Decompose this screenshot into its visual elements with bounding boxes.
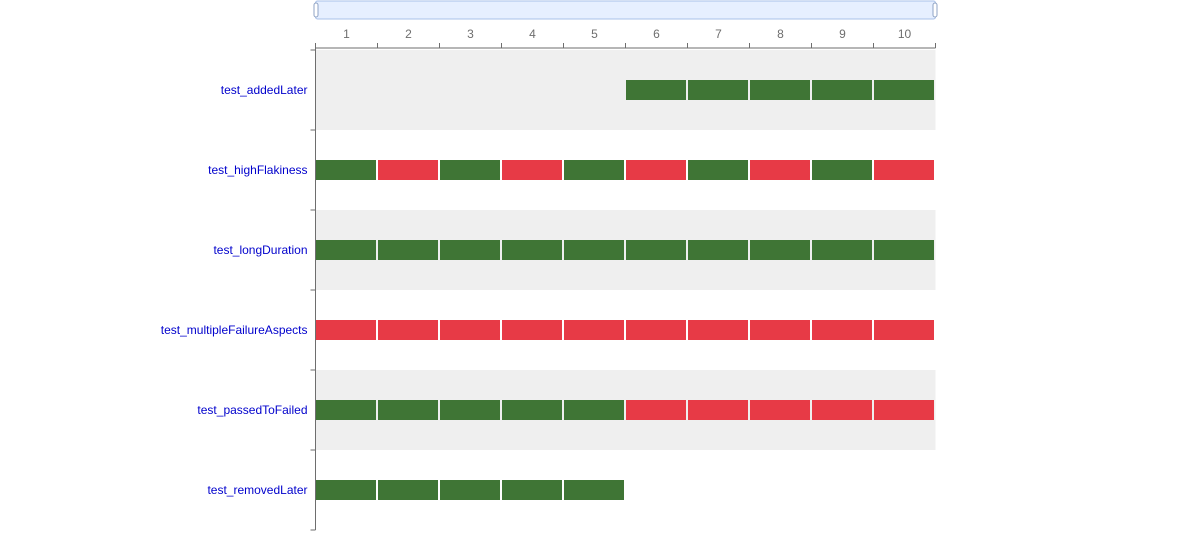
status-cell-failed[interactable] bbox=[440, 320, 500, 340]
row-label[interactable]: test_highFlakiness bbox=[208, 163, 307, 177]
status-cell-failed[interactable] bbox=[502, 160, 562, 180]
status-cell-passed[interactable] bbox=[316, 400, 376, 420]
status-cell-failed[interactable] bbox=[750, 400, 810, 420]
status-cell-passed[interactable] bbox=[750, 80, 810, 100]
x-tick-label: 8 bbox=[777, 27, 784, 41]
x-tick-label: 10 bbox=[898, 27, 912, 41]
data-zoom-handle-left[interactable] bbox=[313, 2, 319, 18]
status-cell-failed[interactable] bbox=[564, 320, 624, 340]
status-cell-passed[interactable] bbox=[688, 80, 748, 100]
status-cell-failed[interactable] bbox=[750, 160, 810, 180]
x-tick-label: 6 bbox=[653, 27, 660, 41]
data-zoom-slider[interactable] bbox=[313, 0, 938, 20]
x-tick-label: 3 bbox=[467, 27, 474, 41]
status-cell-passed[interactable] bbox=[378, 400, 438, 420]
status-cell-failed[interactable] bbox=[626, 160, 686, 180]
x-tick-label: 4 bbox=[529, 27, 536, 41]
status-cell-failed[interactable] bbox=[812, 400, 872, 420]
status-cell-passed[interactable] bbox=[874, 240, 934, 260]
status-cells bbox=[316, 80, 934, 500]
status-cell-passed[interactable] bbox=[874, 80, 934, 100]
status-cell-passed[interactable] bbox=[502, 400, 562, 420]
status-cell-failed[interactable] bbox=[874, 160, 934, 180]
status-cell-failed[interactable] bbox=[750, 320, 810, 340]
status-cell-passed[interactable] bbox=[378, 240, 438, 260]
status-cell-failed[interactable] bbox=[874, 320, 934, 340]
status-cell-passed[interactable] bbox=[440, 160, 500, 180]
row-label[interactable]: test_multipleFailureAspects bbox=[161, 323, 308, 337]
row-label[interactable]: test_addedLater bbox=[221, 83, 308, 97]
status-cell-failed[interactable] bbox=[874, 400, 934, 420]
status-cell-passed[interactable] bbox=[750, 240, 810, 260]
status-cell-failed[interactable] bbox=[316, 320, 376, 340]
status-cell-failed[interactable] bbox=[688, 320, 748, 340]
status-cell-passed[interactable] bbox=[564, 400, 624, 420]
row-label[interactable]: test_passedToFailed bbox=[197, 403, 307, 417]
status-cell-passed[interactable] bbox=[626, 240, 686, 260]
status-cell-passed[interactable] bbox=[564, 160, 624, 180]
status-cell-failed[interactable] bbox=[688, 400, 748, 420]
status-cell-passed[interactable] bbox=[440, 240, 500, 260]
status-cell-passed[interactable] bbox=[688, 240, 748, 260]
status-cell-passed[interactable] bbox=[812, 160, 872, 180]
status-cell-passed[interactable] bbox=[812, 240, 872, 260]
status-cell-passed[interactable] bbox=[316, 480, 376, 500]
status-cell-passed[interactable] bbox=[378, 480, 438, 500]
status-cell-passed[interactable] bbox=[688, 160, 748, 180]
status-cell-failed[interactable] bbox=[378, 160, 438, 180]
status-cell-passed[interactable] bbox=[626, 80, 686, 100]
status-cell-passed[interactable] bbox=[564, 480, 624, 500]
x-tick-label: 9 bbox=[839, 27, 846, 41]
status-cell-failed[interactable] bbox=[502, 320, 562, 340]
status-cell-failed[interactable] bbox=[378, 320, 438, 340]
x-tick-label: 5 bbox=[591, 27, 598, 41]
status-cell-passed[interactable] bbox=[502, 480, 562, 500]
status-cell-passed[interactable] bbox=[502, 240, 562, 260]
status-cell-passed[interactable] bbox=[440, 480, 500, 500]
status-cell-failed[interactable] bbox=[626, 320, 686, 340]
status-cell-passed[interactable] bbox=[564, 240, 624, 260]
status-cell-failed[interactable] bbox=[812, 320, 872, 340]
x-tick-label: 7 bbox=[715, 27, 722, 41]
status-cell-passed[interactable] bbox=[316, 160, 376, 180]
status-cell-failed[interactable] bbox=[626, 400, 686, 420]
data-zoom-track[interactable] bbox=[315, 0, 936, 20]
x-tick-label: 1 bbox=[343, 27, 350, 41]
x-tick-label: 2 bbox=[405, 27, 412, 41]
row-label[interactable]: test_longDuration bbox=[213, 243, 307, 257]
data-zoom-handle-right[interactable] bbox=[932, 2, 938, 18]
status-cell-passed[interactable] bbox=[440, 400, 500, 420]
x-axis-ticks: 1 2 3 4 5 6 7 8 9 10 bbox=[315, 27, 936, 48]
row-label[interactable]: test_removedLater bbox=[207, 483, 307, 497]
y-axis-labels: test_addedLater test_highFlakiness test_lo… bbox=[161, 49, 316, 531]
status-cell-passed[interactable] bbox=[812, 80, 872, 100]
status-cell-passed[interactable] bbox=[316, 240, 376, 260]
